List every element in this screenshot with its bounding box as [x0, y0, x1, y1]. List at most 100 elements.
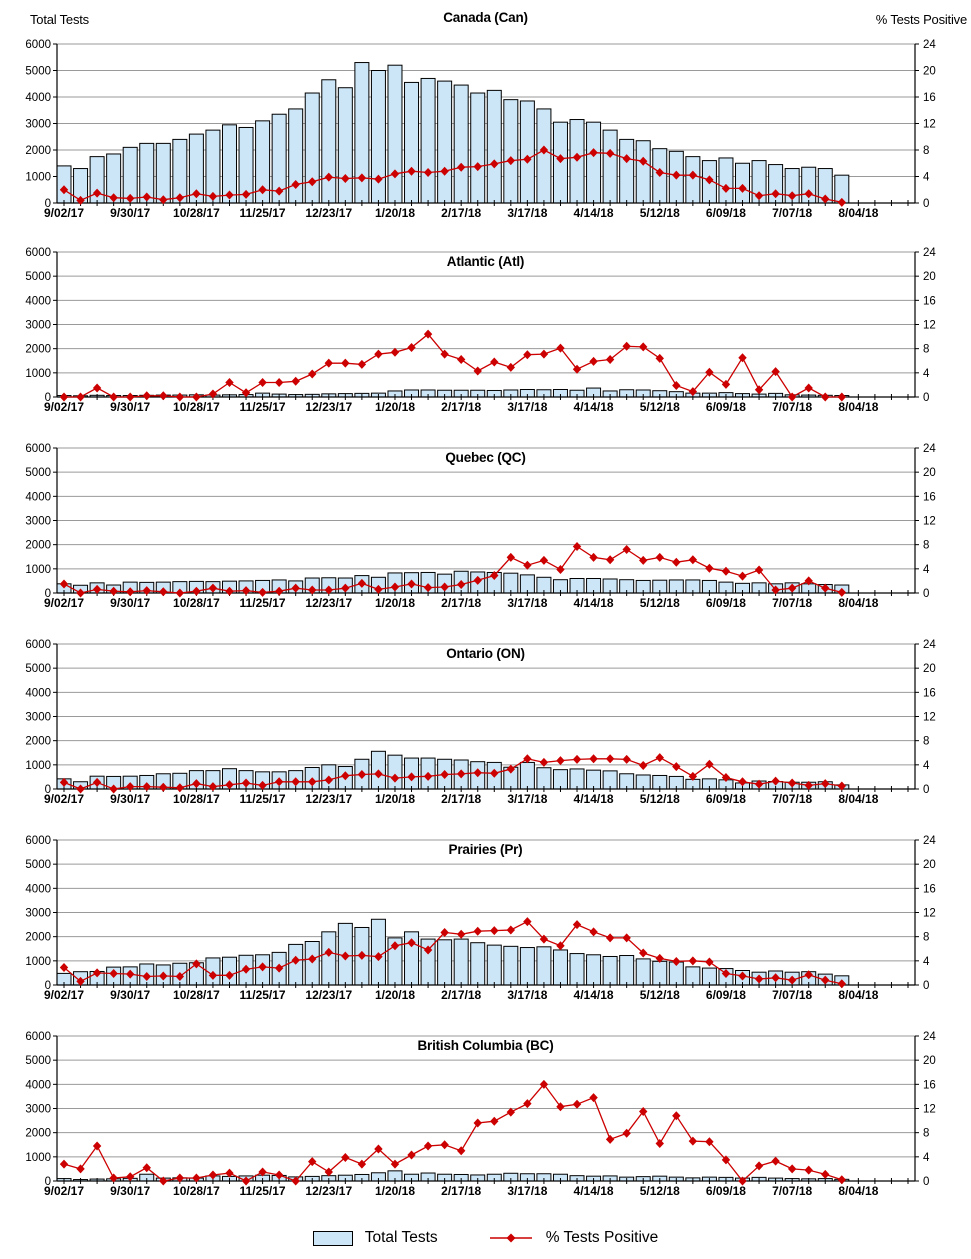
svg-text:1/20/18: 1/20/18 — [375, 206, 415, 220]
svg-text:20: 20 — [923, 66, 936, 78]
chart-panel-ontario: Ontario (ON) 0 1000 2000 3000 4000 5000 6000 0 4… — [0, 620, 971, 816]
svg-text:8/04/18: 8/04/18 — [838, 596, 878, 610]
svg-text:4000: 4000 — [25, 687, 51, 699]
svg-text:6/09/18: 6/09/18 — [706, 988, 746, 1002]
svg-text:6000: 6000 — [25, 39, 51, 51]
svg-text:5/12/18: 5/12/18 — [640, 1184, 680, 1198]
svg-text:3000: 3000 — [25, 320, 51, 332]
chart-panel-prairies: Prairies (Pr) 0 1000 2000 3000 4000 5000 6000 0… — [0, 816, 971, 1012]
svg-text:3000: 3000 — [25, 1104, 51, 1116]
svg-text:20: 20 — [923, 1055, 936, 1067]
svg-text:7/07/18: 7/07/18 — [772, 792, 812, 806]
svg-text:0: 0 — [923, 1176, 929, 1188]
svg-text:12: 12 — [923, 516, 936, 528]
svg-text:2/17/18: 2/17/18 — [441, 206, 481, 220]
bc-chart: 0 1000 2000 3000 4000 5000 6000 0 4 8 12 16 20 24 9/02… — [25, 1031, 936, 1198]
svg-text:4000: 4000 — [25, 491, 51, 503]
svg-text:9/02/17: 9/02/17 — [44, 988, 84, 1002]
svg-text:20: 20 — [923, 271, 936, 283]
svg-text:4/14/18: 4/14/18 — [574, 206, 614, 220]
svg-text:2/17/18: 2/17/18 — [441, 596, 481, 610]
svg-text:5000: 5000 — [25, 663, 51, 675]
svg-text:3000: 3000 — [25, 119, 51, 131]
svg-text:3/17/18: 3/17/18 — [507, 792, 547, 806]
legend-line-label: % Tests Positive — [545, 1229, 659, 1246]
svg-text:12/23/17: 12/23/17 — [305, 792, 352, 806]
svg-text:7/07/18: 7/07/18 — [772, 206, 812, 220]
svg-text:7/07/18: 7/07/18 — [772, 596, 812, 610]
svg-text:8: 8 — [923, 145, 929, 157]
svg-text:9/30/17: 9/30/17 — [110, 988, 150, 1002]
svg-text:8: 8 — [923, 736, 929, 748]
legend-line-marker — [489, 1233, 532, 1243]
svg-text:4000: 4000 — [25, 92, 51, 104]
svg-text:5/12/18: 5/12/18 — [640, 206, 680, 220]
svg-text:0: 0 — [45, 980, 51, 992]
svg-text:3000: 3000 — [25, 516, 51, 528]
svg-text:1/20/18: 1/20/18 — [375, 988, 415, 1002]
svg-text:10/28/17: 10/28/17 — [173, 988, 220, 1002]
ontario-chart: 0 1000 2000 3000 4000 5000 6000 0 4 8 12 16 20 24 9/02… — [25, 639, 936, 806]
quebec-chart: 0 1000 2000 3000 4000 5000 6000 0 4 8 12 16 20 24 9/02… — [25, 443, 936, 610]
svg-text:0: 0 — [45, 392, 51, 404]
svg-text:4/14/18: 4/14/18 — [574, 792, 614, 806]
svg-text:12/23/17: 12/23/17 — [305, 400, 352, 414]
svg-text:2/17/18: 2/17/18 — [441, 792, 481, 806]
svg-text:0: 0 — [923, 588, 929, 600]
svg-text:1000: 1000 — [25, 172, 51, 184]
svg-text:8: 8 — [923, 932, 929, 944]
svg-text:4: 4 — [923, 564, 930, 576]
svg-text:1000: 1000 — [25, 1152, 51, 1164]
svg-text:6/09/18: 6/09/18 — [706, 206, 746, 220]
chart-panel-canada: Total Tests Canada (Can) % Tests Positiv… — [0, 0, 971, 228]
prairies-chart: 0 1000 2000 3000 4000 5000 6000 0 4 8 12 16 20 24 9/02… — [25, 835, 936, 1002]
svg-text:12: 12 — [923, 1104, 936, 1116]
svg-text:11/25/17: 11/25/17 — [240, 988, 286, 1002]
svg-text:5000: 5000 — [25, 66, 51, 78]
svg-text:2/17/18: 2/17/18 — [441, 988, 481, 1002]
svg-text:8/04/18: 8/04/18 — [838, 400, 878, 414]
svg-text:4: 4 — [923, 956, 930, 968]
svg-text:9/02/17: 9/02/17 — [44, 596, 84, 610]
svg-text:3/17/18: 3/17/18 — [507, 206, 547, 220]
svg-text:11/25/17: 11/25/17 — [240, 596, 286, 610]
svg-text:1/20/18: 1/20/18 — [375, 596, 415, 610]
svg-text:24: 24 — [923, 247, 936, 259]
svg-text:0: 0 — [923, 392, 929, 404]
svg-text:16: 16 — [923, 1079, 936, 1091]
svg-text:6/09/18: 6/09/18 — [706, 1184, 746, 1198]
svg-text:12: 12 — [923, 908, 936, 920]
svg-text:9/30/17: 9/30/17 — [110, 206, 150, 220]
svg-text:4/14/18: 4/14/18 — [574, 400, 614, 414]
svg-text:6000: 6000 — [25, 1031, 51, 1043]
svg-text:2/17/18: 2/17/18 — [441, 1184, 481, 1198]
svg-text:4: 4 — [923, 368, 930, 380]
svg-text:5/12/18: 5/12/18 — [640, 596, 680, 610]
svg-text:1000: 1000 — [25, 368, 51, 380]
svg-text:6/09/18: 6/09/18 — [706, 596, 746, 610]
svg-text:8/04/18: 8/04/18 — [838, 792, 878, 806]
svg-text:20: 20 — [923, 859, 936, 871]
svg-text:24: 24 — [923, 39, 936, 51]
svg-text:24: 24 — [923, 443, 936, 455]
svg-text:3000: 3000 — [25, 712, 51, 724]
svg-text:11/25/17: 11/25/17 — [240, 400, 286, 414]
svg-text:8/04/18: 8/04/18 — [838, 206, 878, 220]
atlantic-chart: 0 1000 2000 3000 4000 5000 6000 0 4 8 12 16 20 24 9/02… — [25, 247, 936, 414]
svg-text:9/02/17: 9/02/17 — [44, 792, 84, 806]
svg-text:0: 0 — [45, 1176, 51, 1188]
svg-text:4/14/18: 4/14/18 — [574, 988, 614, 1002]
svg-text:20: 20 — [923, 467, 936, 479]
svg-text:4: 4 — [923, 760, 930, 772]
svg-text:5/12/18: 5/12/18 — [640, 988, 680, 1002]
svg-text:2000: 2000 — [25, 344, 51, 356]
svg-text:16: 16 — [923, 295, 936, 307]
svg-text:5/12/18: 5/12/18 — [640, 792, 680, 806]
svg-text:10/28/17: 10/28/17 — [173, 1184, 220, 1198]
svg-text:11/25/17: 11/25/17 — [240, 792, 286, 806]
svg-text:0: 0 — [45, 784, 51, 796]
svg-text:12/23/17: 12/23/17 — [305, 988, 352, 1002]
svg-text:4/14/18: 4/14/18 — [574, 1184, 614, 1198]
svg-text:16: 16 — [923, 491, 936, 503]
svg-text:8: 8 — [923, 1128, 929, 1140]
